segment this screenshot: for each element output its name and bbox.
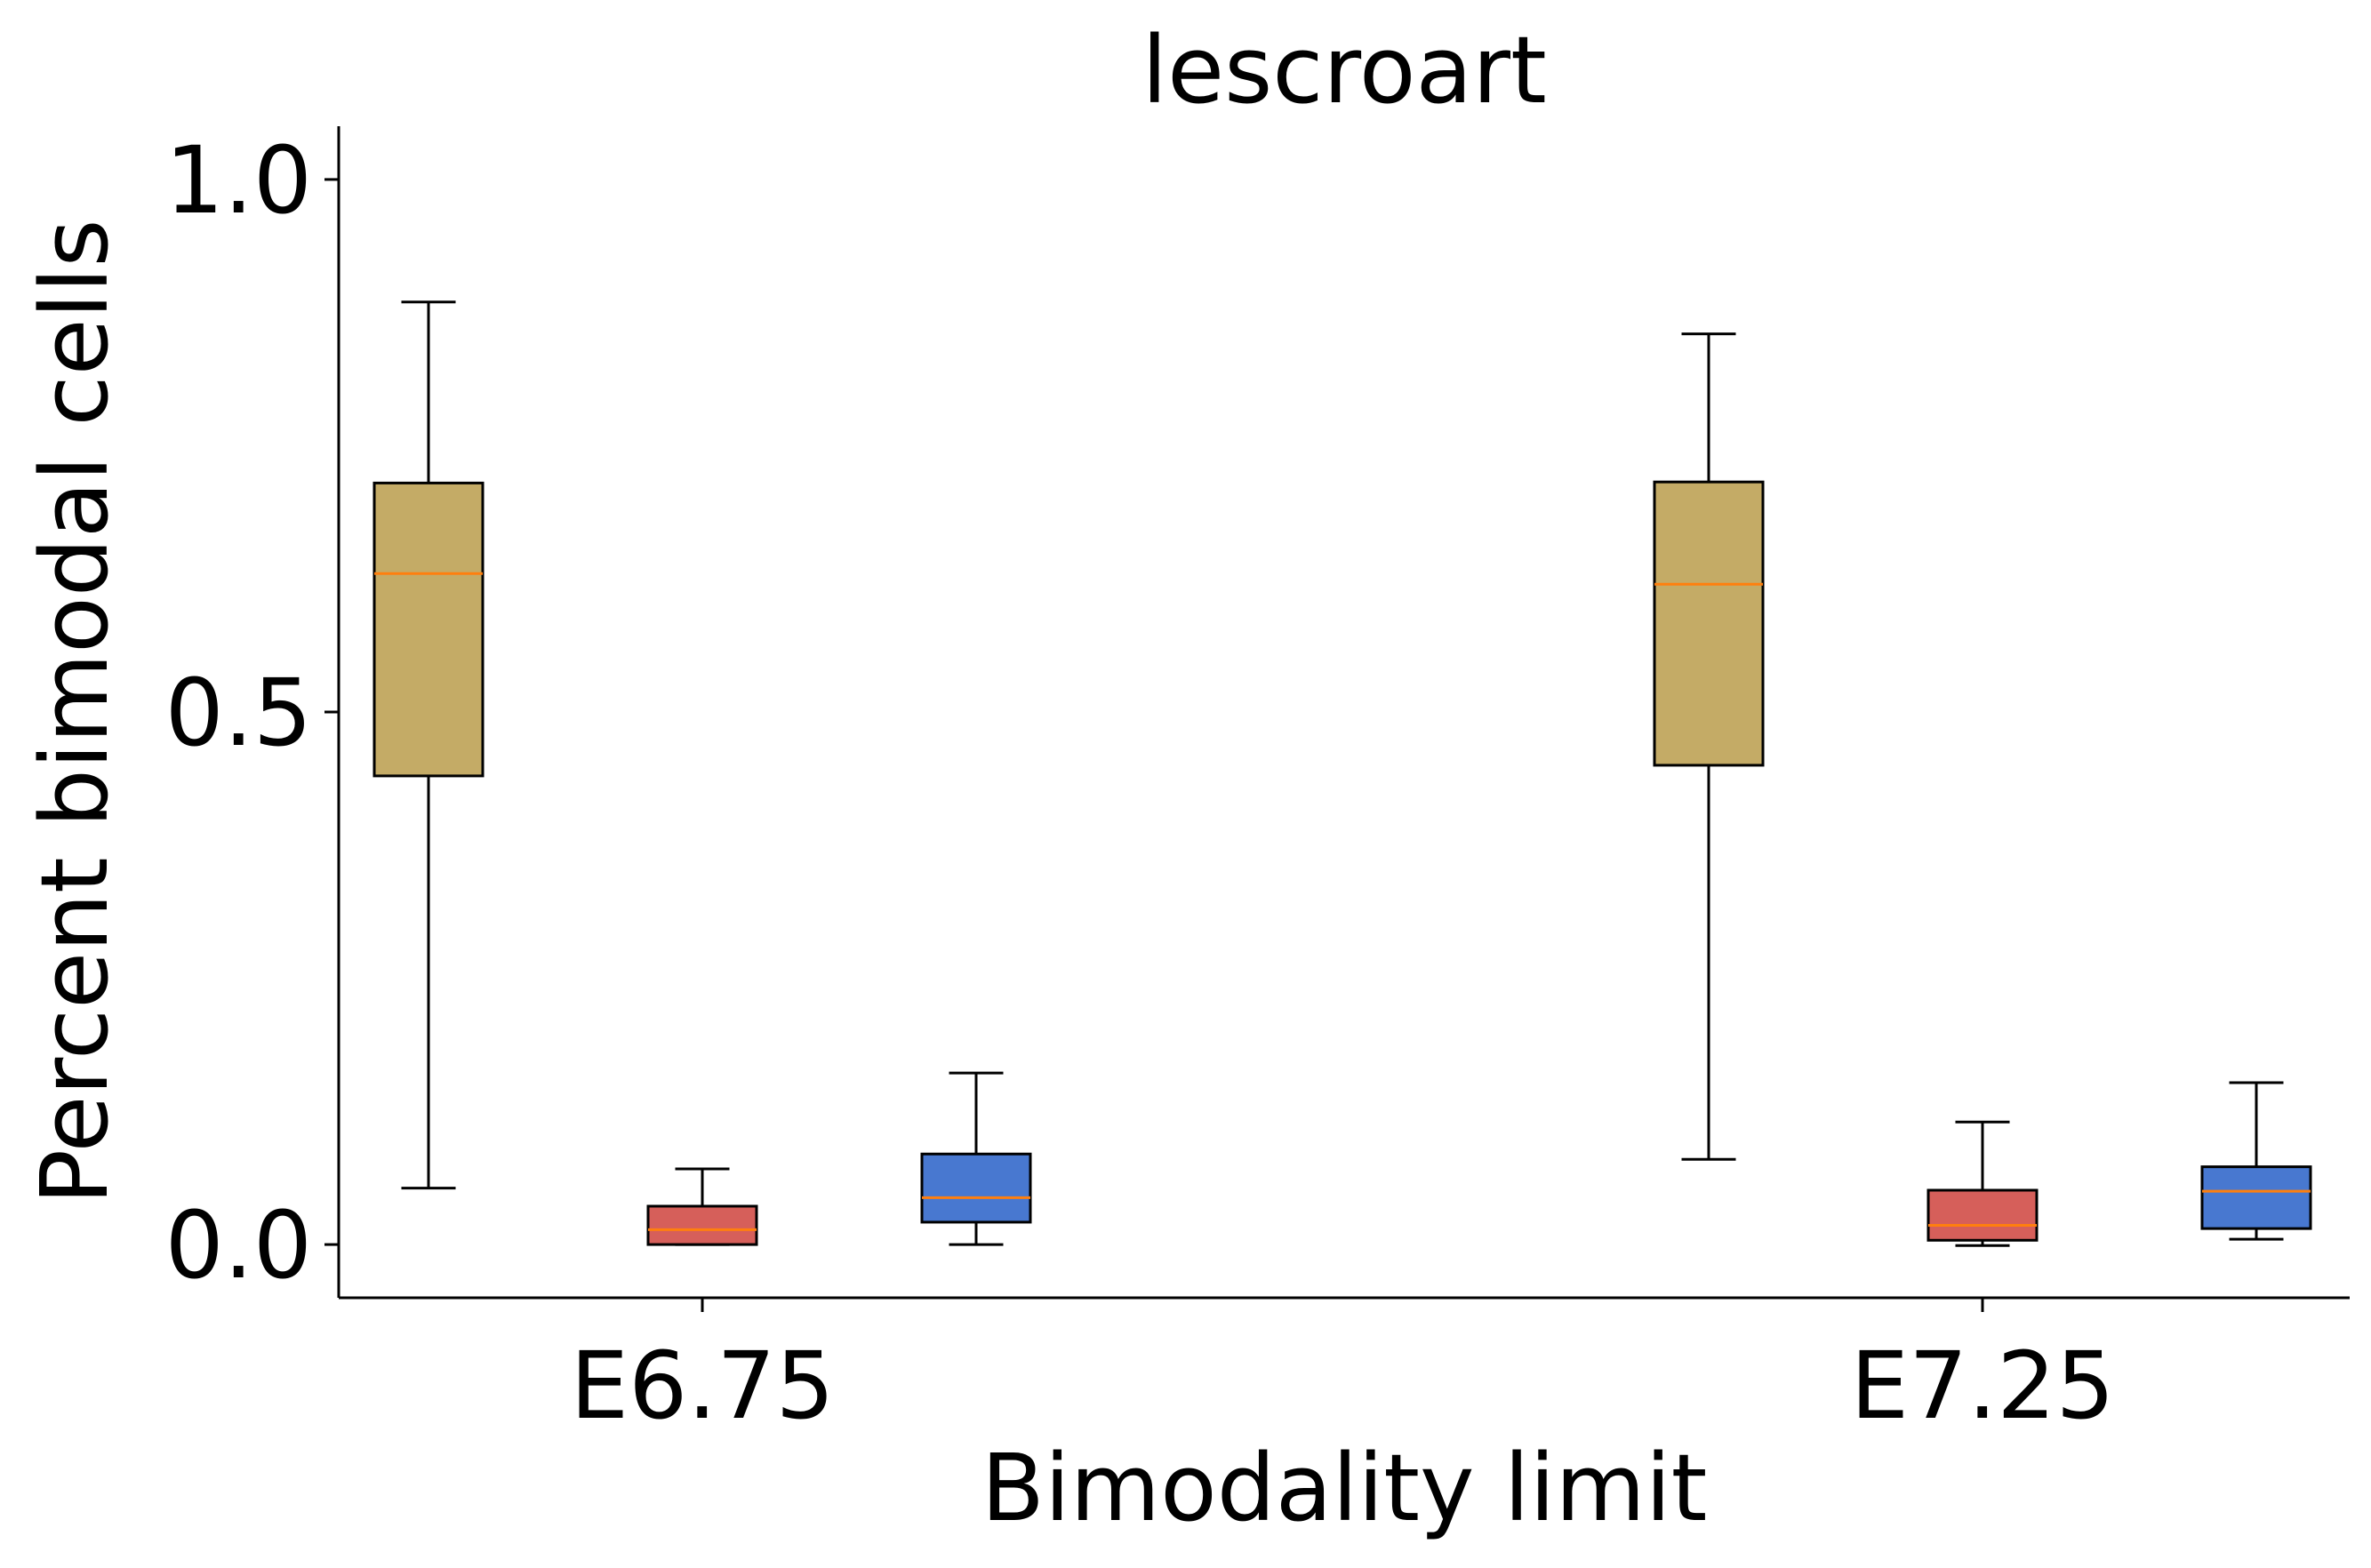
x-axis-ticks: E6.75 E7.25	[570, 1298, 2115, 1440]
y-tick-label: 1.0	[165, 126, 312, 235]
x-tick-label: E7.25	[1850, 1332, 2114, 1440]
box-iqr	[920, 1152, 1032, 1224]
box-group	[646, 1167, 758, 1246]
y-axis-ticks: 0.0 0.5 1.0	[165, 126, 339, 1300]
box-group	[1653, 332, 1765, 1161]
box-iqr	[1926, 1188, 2039, 1242]
x-tick-label: E6.75	[570, 1332, 834, 1440]
chart-title: lescroart	[1141, 16, 1547, 124]
y-axis-label: Percent bimodal cells	[20, 219, 129, 1204]
box-iqr	[2200, 1165, 2312, 1230]
box-group	[2200, 1081, 2312, 1241]
box-iqr	[646, 1204, 758, 1246]
y-tick-label: 0.0	[165, 1191, 312, 1300]
box-iqr	[372, 481, 485, 778]
box-group	[920, 1071, 1032, 1246]
box-plot-series	[372, 300, 2312, 1247]
box-group	[372, 300, 485, 1190]
box-iqr	[1653, 480, 1765, 767]
box-group	[1926, 1120, 2039, 1247]
x-axis-label: Bimodality limit	[981, 1434, 1708, 1542]
y-tick-label: 0.5	[165, 659, 312, 767]
